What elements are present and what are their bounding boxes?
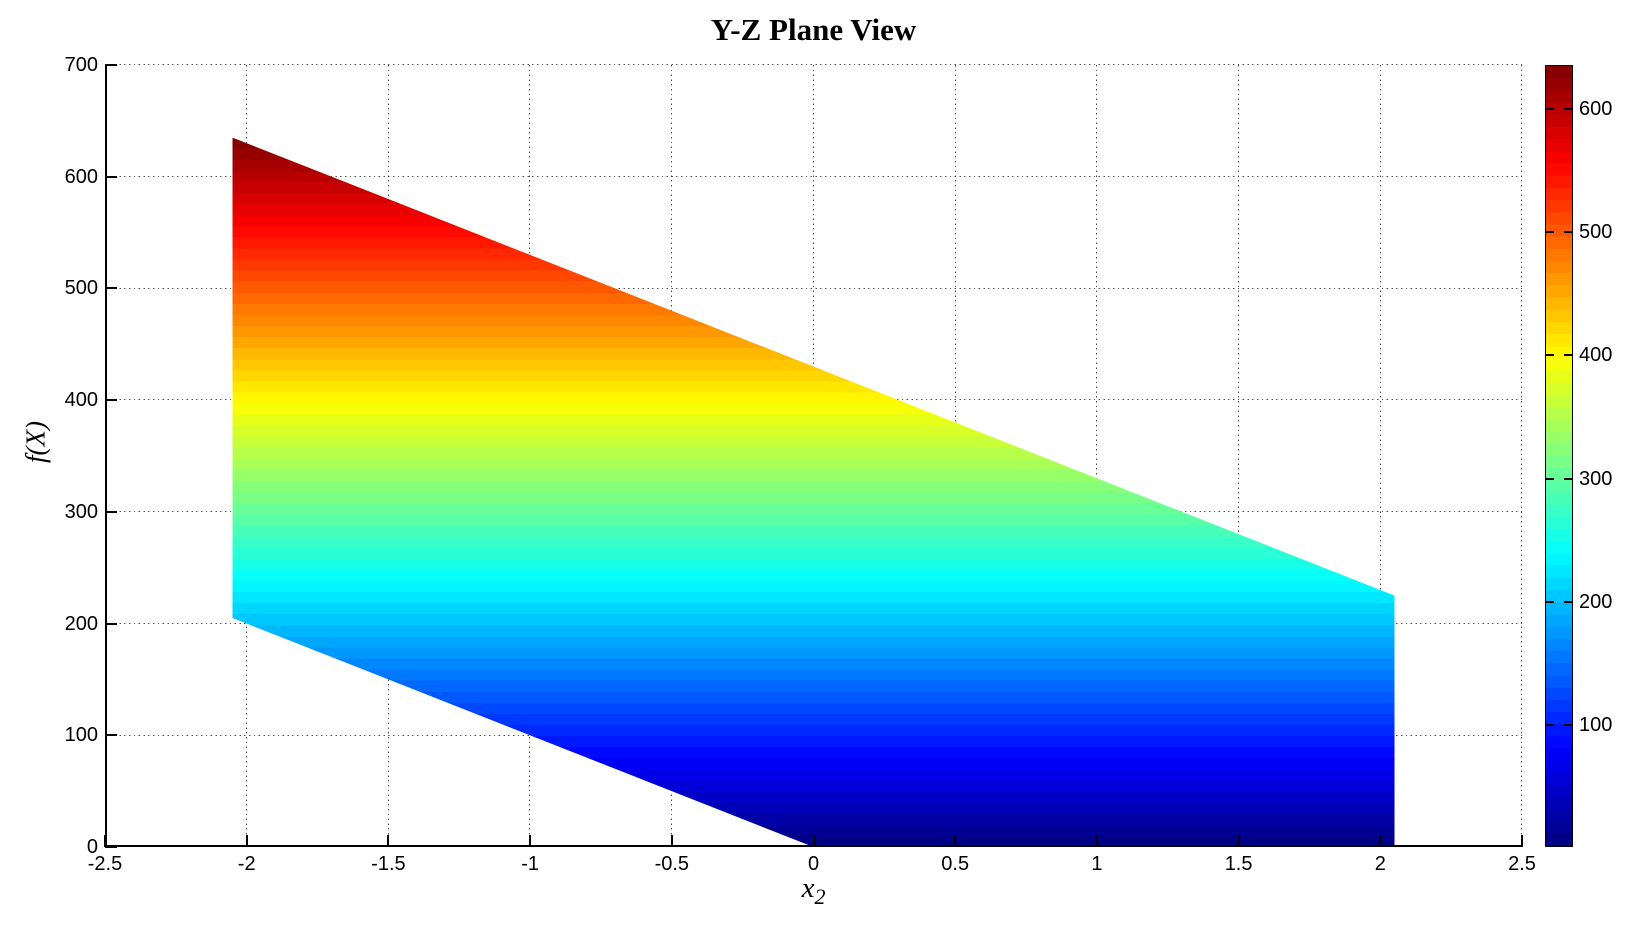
colorbar-tick-mark <box>1546 723 1554 726</box>
y-tick-mark <box>105 510 117 513</box>
x-tick-label: 1 <box>1091 853 1103 875</box>
colorbar-tick-mark <box>1546 108 1554 111</box>
colorbar-tick-label: 500 <box>1579 221 1613 244</box>
gridline-vertical <box>1379 65 1382 847</box>
colorbar-tick-mark <box>1564 231 1572 234</box>
chart-title: Y-Z Plane View <box>710 12 917 47</box>
x-tick-mark <box>812 835 815 847</box>
x-tick-mark <box>1521 835 1523 847</box>
x-axis-label: x2 <box>105 872 1522 910</box>
y-tick-mark <box>105 399 117 402</box>
y-tick-mark <box>105 64 117 66</box>
y-tick-label: 600 <box>64 165 98 188</box>
colorbar-tick-mark <box>1564 477 1572 480</box>
y-tick-label: 400 <box>64 389 98 412</box>
y-tick-label: 0 <box>86 836 98 858</box>
x-tick-mark <box>1379 835 1382 847</box>
x-tick-mark <box>1237 835 1240 847</box>
y-tick-mark <box>105 846 117 848</box>
y-axis-label: f(X) <box>20 421 51 463</box>
x-tick-label: -1.5 <box>371 853 406 875</box>
y-tick-mark <box>105 734 117 737</box>
colorbar-tick-label: 300 <box>1579 467 1613 490</box>
x-axis-label-base: x <box>801 872 815 904</box>
colorbar-tick-mark <box>1546 600 1554 603</box>
colorbar-tick-mark <box>1546 231 1554 234</box>
colorbar-tick-label: 400 <box>1579 344 1613 367</box>
x-tick-mark <box>104 835 106 847</box>
plot-area: -2.5 -2 -1.5 -1 -0.5 0 0.5 1 1.5 2 2.5 0 100 200 300 40… <box>65 54 1536 875</box>
colorbar-tick-mark <box>1546 477 1554 480</box>
y-tick-mark <box>105 175 117 178</box>
colorbar: 100 200 300 400 500 600 <box>1545 65 1612 847</box>
y-tick-mark <box>105 622 117 625</box>
gridline-horizontal <box>105 287 1522 290</box>
colorbar-tick-label: 600 <box>1579 98 1613 121</box>
x-tick-label: -2.5 <box>87 853 123 875</box>
x-tick-label: 2.5 <box>1508 853 1536 875</box>
colorbar-tick-mark <box>1564 600 1572 603</box>
colorbar-tick-mark <box>1564 354 1572 357</box>
x-tick-mark <box>387 835 390 847</box>
x-tick-label: -0.5 <box>654 853 690 875</box>
gridline-vertical <box>1096 65 1099 847</box>
y-tick-mark <box>105 287 117 290</box>
colorbar-tick-mark <box>1564 723 1572 726</box>
y-tick-label: 500 <box>64 277 98 300</box>
colorbar-tick-label: 200 <box>1579 590 1613 613</box>
gridline-horizontal <box>105 176 1522 178</box>
x-tick-mark <box>245 835 248 847</box>
x-tick-label: 2 <box>1374 853 1386 875</box>
x-tick-label: 1.5 <box>1224 853 1253 875</box>
surface-fill <box>232 137 1395 847</box>
y-tick-label: 200 <box>64 612 98 635</box>
surface-polygon <box>232 137 1395 847</box>
x-tick-mark <box>670 835 673 847</box>
x-tick-label: 0 <box>807 853 820 875</box>
y-axis-spine <box>105 65 107 847</box>
x-tick-mark <box>529 835 532 847</box>
x-tick-label: -2 <box>237 853 256 875</box>
y-tick-label: 100 <box>64 724 98 747</box>
gridline-vertical <box>1237 65 1240 847</box>
colorbar-tick-label: 100 <box>1579 713 1613 736</box>
x-tick-label: -1 <box>521 853 539 875</box>
x-tick-label: 0.5 <box>941 853 970 875</box>
colorbar-tick-mark <box>1564 108 1572 111</box>
y-tick-label: 700 <box>64 54 98 76</box>
gridline-horizontal <box>105 64 1522 67</box>
x-tick-mark <box>1095 835 1098 847</box>
colorbar-tick-mark <box>1546 354 1554 357</box>
gridline-vertical <box>1521 65 1524 847</box>
y-tick-label: 300 <box>64 500 98 523</box>
x-axis-label-subscript: 2 <box>814 883 826 909</box>
x-tick-mark <box>954 835 957 847</box>
